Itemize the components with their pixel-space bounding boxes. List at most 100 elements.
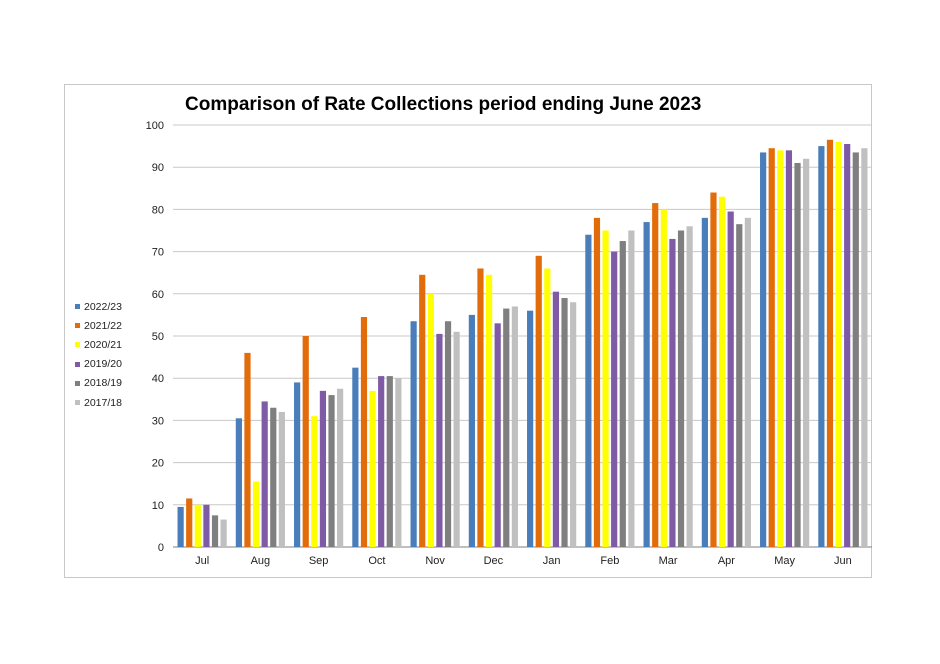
bar-2017-18-jan bbox=[570, 302, 577, 547]
legend-item: 2021/22 bbox=[75, 316, 122, 335]
legend-swatch bbox=[75, 361, 80, 367]
legend-swatch bbox=[75, 380, 80, 386]
y-tick-label: 80 bbox=[152, 204, 164, 216]
bars bbox=[177, 139, 868, 548]
x-tick-label: Oct bbox=[368, 555, 385, 567]
x-tick-label: Aug bbox=[251, 555, 271, 567]
bar-2019-20-aug bbox=[261, 401, 268, 547]
bar-2021-22-oct bbox=[360, 317, 368, 547]
y-tick-label: 40 bbox=[152, 373, 164, 385]
bar-2019-20-dec bbox=[494, 323, 501, 547]
bar-2018-19-sep bbox=[328, 395, 335, 547]
bar-2022-23-jun bbox=[818, 146, 825, 547]
bar-2019-20-may bbox=[785, 150, 793, 547]
legend-item: 2017/18 bbox=[75, 393, 122, 412]
y-tick-label: 70 bbox=[152, 247, 164, 259]
bar-2019-20-sep bbox=[319, 390, 327, 547]
y-tick-label: 50 bbox=[152, 331, 164, 343]
bar-2020-21-jul bbox=[194, 504, 201, 547]
x-tick-label: Jan bbox=[543, 555, 561, 567]
x-tick-label: Dec bbox=[484, 555, 504, 567]
bar-2020-21-mar bbox=[660, 209, 667, 547]
bar-2018-19-dec bbox=[503, 308, 510, 547]
legend-swatch bbox=[75, 400, 80, 406]
bar-2017-18-mar bbox=[686, 226, 693, 547]
bar-2018-19-feb bbox=[619, 241, 626, 548]
legend-swatch bbox=[75, 304, 80, 310]
bar-2020-21-oct bbox=[369, 390, 376, 547]
bar-2022-23-nov bbox=[410, 321, 417, 547]
legend-swatch bbox=[75, 323, 80, 329]
bar-2017-18-jul bbox=[220, 519, 227, 547]
y-tick-labels: 0 10 20 30 40 50 60 70 80 90 100 bbox=[146, 120, 164, 554]
bar-2021-22-jan bbox=[535, 255, 542, 547]
chart-title: Comparison of Rate Collections period en… bbox=[185, 94, 702, 115]
x-tick-label: Nov bbox=[425, 555, 445, 567]
bar-2018-19-oct bbox=[386, 376, 393, 547]
x-tick-label: Feb bbox=[600, 555, 619, 567]
x-tick-label: Jul bbox=[195, 555, 209, 567]
x-tick-label: Sep bbox=[309, 555, 329, 567]
legend-item: 2020/21 bbox=[75, 335, 122, 354]
bar-2021-22-apr bbox=[710, 192, 717, 547]
bar-2020-21-nov bbox=[427, 293, 434, 547]
bar-2020-21-feb bbox=[602, 230, 609, 547]
y-tick-label: 60 bbox=[152, 289, 164, 301]
bar-2022-23-sep bbox=[294, 382, 301, 547]
bar-2018-19-jan bbox=[561, 298, 568, 547]
bar-2022-23-jul bbox=[177, 506, 184, 547]
bar-2022-23-apr bbox=[701, 217, 708, 547]
bar-2017-18-apr bbox=[744, 217, 751, 547]
bar-2019-20-apr bbox=[727, 211, 734, 547]
legend-label: 2021/22 bbox=[84, 319, 122, 332]
bar-2022-23-may bbox=[760, 152, 767, 547]
legend-swatch bbox=[75, 342, 80, 348]
bar-2020-21-jun bbox=[835, 141, 842, 547]
x-tick-labels: Jul Aug Sep Oct Nov Dec Jan Feb Mar Apr May Jun bbox=[195, 555, 852, 567]
bar-2021-22-dec bbox=[477, 268, 484, 547]
bar-2021-22-jun bbox=[826, 139, 834, 547]
bar-2022-23-dec bbox=[468, 314, 475, 547]
bar-2017-18-sep bbox=[337, 388, 344, 547]
legend-label: 2022/23 bbox=[84, 300, 122, 313]
bar-2017-18-nov bbox=[453, 331, 460, 547]
bar-2021-22-sep bbox=[302, 336, 309, 547]
bar-2021-22-mar bbox=[652, 203, 659, 547]
bar-2022-23-aug bbox=[235, 418, 242, 547]
bar-2021-22-aug bbox=[244, 352, 251, 547]
y-tick-label: 100 bbox=[146, 120, 164, 132]
bar-2021-22-feb bbox=[593, 217, 601, 547]
bar-2019-20-mar bbox=[669, 238, 676, 547]
bar-2018-19-aug bbox=[270, 407, 277, 547]
bar-2017-18-oct bbox=[395, 378, 402, 547]
legend-item: 2019/20 bbox=[75, 355, 122, 374]
bar-2020-21-jan bbox=[544, 268, 551, 547]
bar-2019-20-feb bbox=[611, 251, 618, 547]
bar-2017-18-aug bbox=[278, 411, 285, 547]
bar-2019-20-oct bbox=[378, 376, 385, 547]
bar-2018-19-apr bbox=[736, 224, 743, 548]
bar-2019-20-jun bbox=[844, 143, 851, 548]
bar-2022-23-feb bbox=[585, 234, 592, 547]
bar-2022-23-mar bbox=[643, 222, 650, 547]
gridlines bbox=[173, 124, 872, 548]
bar-2017-18-dec bbox=[511, 306, 518, 547]
bar-2019-20-nov bbox=[436, 333, 443, 547]
x-tick-label: Mar bbox=[659, 555, 678, 567]
y-tick-label: 20 bbox=[152, 458, 164, 470]
bar-2020-21-aug bbox=[252, 481, 260, 547]
bar-2018-19-jun bbox=[852, 152, 859, 547]
bar-2017-18-jun bbox=[861, 148, 868, 547]
bar-2020-21-apr bbox=[718, 196, 726, 548]
bar-2022-23-jan bbox=[527, 310, 534, 547]
legend-label: 2019/20 bbox=[84, 358, 122, 371]
bar-2020-21-may bbox=[777, 150, 784, 547]
legend-label: 2017/18 bbox=[84, 396, 122, 409]
legend-item: 2022/23 bbox=[75, 297, 122, 316]
bar-2018-19-may bbox=[794, 162, 801, 548]
y-tick-label: 30 bbox=[152, 415, 164, 427]
bar-2021-22-jul bbox=[186, 498, 193, 547]
bar-2018-19-nov bbox=[444, 321, 452, 547]
x-tick-label: May bbox=[774, 555, 795, 567]
